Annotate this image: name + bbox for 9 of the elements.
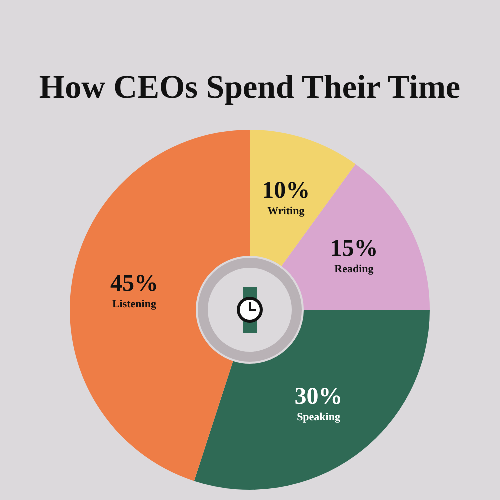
data-label: 10% [262, 178, 310, 204]
slice-label: Listening [112, 298, 157, 311]
slice-label: Writing [268, 206, 306, 218]
data-label: 45% [110, 270, 158, 297]
slice-label: Reading [334, 264, 374, 276]
slice-label: Speaking [297, 412, 341, 424]
data-label: 30% [294, 384, 343, 410]
data-label: 15% [330, 236, 378, 262]
chart-title: How CEOs Spend Their Time [38, 70, 462, 107]
